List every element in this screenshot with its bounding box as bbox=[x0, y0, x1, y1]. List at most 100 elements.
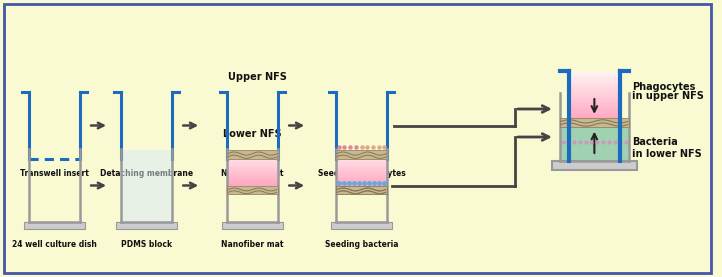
Bar bbox=[569, 115, 620, 117]
Bar bbox=[227, 164, 278, 166]
Bar bbox=[227, 154, 278, 156]
Bar bbox=[569, 99, 620, 101]
Text: Detaching membrane: Detaching membrane bbox=[100, 169, 193, 178]
Bar bbox=[227, 174, 278, 175]
Bar bbox=[336, 169, 387, 171]
Bar bbox=[227, 175, 278, 177]
Text: Seeding phagocytes: Seeding phagocytes bbox=[318, 169, 406, 178]
Bar bbox=[222, 222, 283, 229]
Text: in upper NFS: in upper NFS bbox=[632, 91, 704, 101]
Bar bbox=[336, 174, 387, 175]
Bar bbox=[569, 76, 620, 78]
Bar bbox=[569, 112, 620, 114]
Bar bbox=[24, 222, 85, 229]
Bar bbox=[336, 154, 387, 156]
Bar bbox=[336, 176, 387, 178]
Bar bbox=[336, 168, 387, 169]
Bar bbox=[227, 177, 278, 179]
Bar bbox=[569, 102, 620, 105]
Bar bbox=[336, 184, 387, 186]
Bar bbox=[336, 150, 387, 151]
Text: Nanofiber mat: Nanofiber mat bbox=[222, 169, 284, 178]
Bar bbox=[227, 168, 278, 169]
Bar bbox=[336, 150, 387, 151]
Bar bbox=[336, 178, 387, 180]
Bar bbox=[227, 156, 278, 157]
Bar bbox=[336, 153, 387, 155]
Bar bbox=[569, 87, 620, 89]
Bar bbox=[336, 163, 387, 165]
Bar bbox=[336, 180, 387, 181]
Bar bbox=[336, 170, 387, 172]
Bar bbox=[336, 171, 387, 173]
Bar bbox=[569, 111, 620, 112]
Bar bbox=[336, 158, 387, 160]
Bar bbox=[336, 164, 387, 166]
Bar bbox=[569, 117, 620, 119]
Bar bbox=[560, 118, 629, 127]
Bar bbox=[569, 84, 620, 86]
Bar bbox=[227, 178, 278, 180]
Bar bbox=[227, 173, 278, 174]
Bar bbox=[227, 182, 278, 184]
Bar bbox=[569, 104, 620, 106]
Bar bbox=[336, 156, 387, 157]
Bar bbox=[569, 98, 620, 100]
Bar bbox=[336, 152, 387, 154]
Bar bbox=[569, 107, 620, 109]
Text: Bacteria: Bacteria bbox=[632, 137, 678, 147]
Bar bbox=[336, 157, 387, 158]
Bar bbox=[336, 183, 387, 185]
Text: PDMS block: PDMS block bbox=[121, 240, 172, 249]
Bar bbox=[227, 171, 278, 173]
Bar bbox=[336, 175, 387, 177]
Bar bbox=[569, 101, 620, 103]
Bar bbox=[569, 80, 620, 83]
Bar bbox=[336, 161, 387, 163]
Bar bbox=[336, 158, 387, 160]
Bar bbox=[336, 151, 387, 152]
Bar bbox=[569, 74, 620, 76]
Bar bbox=[336, 184, 387, 186]
Bar bbox=[227, 186, 278, 194]
Bar bbox=[336, 176, 387, 178]
Bar bbox=[569, 85, 620, 87]
Bar bbox=[227, 184, 278, 186]
Bar bbox=[227, 161, 278, 163]
Bar bbox=[336, 180, 387, 181]
Bar bbox=[569, 95, 620, 97]
Bar bbox=[336, 151, 387, 152]
Bar bbox=[336, 182, 387, 184]
Bar bbox=[569, 118, 620, 120]
Bar bbox=[336, 165, 387, 167]
Bar bbox=[336, 153, 387, 155]
Bar bbox=[336, 181, 387, 183]
Bar bbox=[336, 157, 387, 158]
Bar bbox=[569, 77, 620, 79]
Bar bbox=[336, 171, 387, 173]
Bar bbox=[336, 170, 387, 172]
Bar bbox=[336, 154, 387, 156]
Bar bbox=[121, 150, 172, 222]
Bar bbox=[227, 150, 278, 151]
Bar bbox=[569, 82, 620, 84]
Bar bbox=[336, 168, 387, 169]
Bar bbox=[336, 166, 387, 168]
Bar bbox=[227, 158, 278, 160]
Text: Upper NFS: Upper NFS bbox=[228, 72, 287, 82]
Bar bbox=[331, 222, 392, 229]
Bar bbox=[336, 152, 387, 154]
Bar bbox=[336, 177, 387, 179]
Bar bbox=[336, 159, 387, 161]
Bar bbox=[227, 166, 278, 168]
Bar bbox=[336, 173, 387, 174]
Bar bbox=[227, 150, 279, 159]
Bar bbox=[336, 159, 387, 161]
Bar bbox=[227, 165, 278, 167]
Bar bbox=[569, 96, 620, 98]
Bar bbox=[336, 174, 387, 175]
Bar bbox=[560, 127, 629, 161]
Text: in lower NFS: in lower NFS bbox=[632, 149, 702, 159]
Bar bbox=[336, 164, 387, 166]
Bar bbox=[336, 165, 387, 167]
